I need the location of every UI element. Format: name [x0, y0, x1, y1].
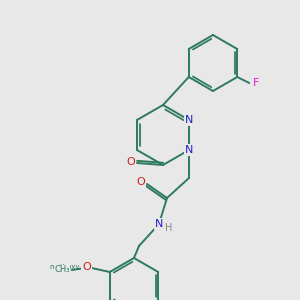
Text: O: O: [136, 177, 146, 187]
Text: CH₃: CH₃: [54, 266, 70, 274]
Text: N: N: [185, 115, 193, 125]
Text: O: O: [82, 262, 91, 272]
Text: N: N: [155, 219, 163, 229]
Text: H: H: [165, 223, 173, 233]
Text: methoxy: methoxy: [50, 264, 80, 270]
Text: N: N: [185, 145, 193, 155]
Text: F: F: [253, 78, 260, 88]
Text: O: O: [127, 157, 135, 167]
